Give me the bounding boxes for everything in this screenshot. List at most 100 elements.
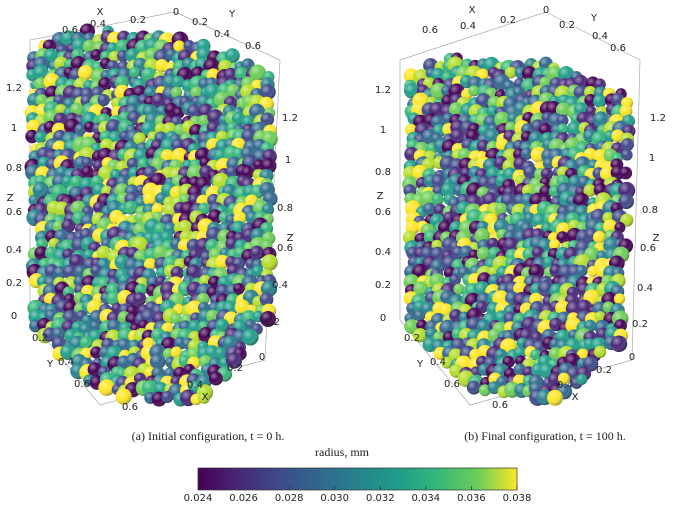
particle-shade	[576, 374, 587, 385]
axis-label: 1.2	[650, 113, 666, 124]
axis-label: Y	[228, 9, 236, 20]
axis-label: 0.6	[74, 379, 90, 390]
particle-shade	[80, 336, 93, 349]
colorbar-tick-label: 0.036	[457, 493, 486, 504]
axis-label: 0	[629, 352, 635, 363]
axis-label: 0	[259, 352, 265, 363]
axis-label: 0.4	[58, 357, 74, 368]
axis-label: Z	[7, 193, 14, 204]
axis-label: 0	[543, 5, 549, 16]
axis-label: 0.2	[632, 319, 648, 330]
particle-shade	[209, 372, 223, 386]
particle-shade	[467, 381, 481, 395]
particle-shade	[35, 131, 47, 143]
axis-label: 0.2	[192, 17, 208, 28]
axis-label: 0.2	[596, 365, 612, 376]
colorbar-tick-label: 0.032	[366, 493, 395, 504]
particle-shade	[432, 193, 444, 205]
axis-label: 0.2	[264, 317, 280, 328]
axis-label: 0.6	[444, 379, 460, 390]
particle-shade	[621, 149, 633, 161]
colorbar-tick-label: 0.034	[412, 493, 441, 504]
axis-label: Y	[416, 359, 424, 370]
axis-label: 0.6	[492, 400, 508, 411]
axis-label: X	[202, 392, 209, 403]
axis-label: 0.4	[375, 247, 391, 258]
axis-label: 0.2	[32, 333, 48, 344]
particle-shade	[414, 310, 426, 322]
axis-label: 0.4	[90, 19, 106, 30]
axis-label: 0.4	[6, 245, 22, 256]
particle-shade	[129, 67, 140, 78]
axis-label: X	[572, 392, 579, 403]
axis-label: 0.2	[375, 280, 391, 291]
axis-label: 0.4	[460, 21, 476, 32]
axis-label: 0.6	[277, 243, 293, 254]
axis-label: 1	[380, 125, 386, 136]
colorbar-tick-label: 0.038	[503, 493, 532, 504]
axis-label: 0.2	[404, 333, 420, 344]
particle-shade	[98, 94, 110, 106]
axis-label: 0.4	[187, 380, 203, 391]
caption: (a) Initial configuration, t = 0 h.	[132, 429, 285, 443]
axis-label: 1.2	[6, 83, 22, 94]
axis-label: 0.2	[559, 20, 575, 31]
axis-label: 0.2	[500, 15, 516, 26]
particle-shade	[242, 329, 259, 346]
axis-label: 0.6	[640, 243, 656, 254]
axis-label: 1	[649, 153, 655, 164]
axis-label: 1.2	[282, 113, 298, 124]
particle-shade	[161, 391, 173, 403]
axis-label: 1	[285, 155, 291, 166]
axis-label: 0.4	[272, 280, 288, 291]
particle-shade	[547, 390, 563, 406]
particle-shade	[619, 167, 632, 180]
particle-shade	[495, 203, 507, 215]
caption: (b) Final configuration, t = 100 h.	[464, 429, 625, 443]
axis-label: 0.6	[62, 25, 78, 36]
axis-label: 0.6	[245, 41, 261, 52]
axis-label: 0	[380, 313, 386, 324]
axis-label: 0.6	[610, 43, 626, 54]
axis-label: 0.8	[6, 163, 22, 174]
colorbar-tick-label: 0.028	[275, 493, 304, 504]
particle-shade	[250, 246, 264, 260]
axis-label: X	[469, 5, 476, 16]
axis-label: 0.4	[637, 283, 653, 294]
particle-shade	[233, 283, 244, 294]
particle-shade	[593, 94, 607, 108]
particles	[25, 23, 636, 406]
axis-label: 0.8	[375, 167, 391, 178]
colorbar-tick-label: 0.024	[184, 493, 213, 504]
axis-label: 0.8	[642, 205, 658, 216]
colorbar	[198, 468, 517, 490]
particle-shade	[614, 293, 625, 304]
axis-label: 0.6	[6, 207, 22, 218]
axis-label: 0	[11, 311, 17, 322]
particle-shade	[594, 346, 606, 358]
axis-label: 0.2	[227, 363, 243, 374]
colorbar-label: radius, mm	[315, 445, 370, 459]
axis-label: 0.6	[422, 25, 438, 36]
axis-label: 0.2	[130, 15, 146, 26]
axis-label: 1	[11, 123, 17, 134]
particle-shade	[611, 335, 628, 352]
colorbar-tick-label: 0.030	[320, 493, 349, 504]
axis-label: 0.4	[214, 29, 230, 40]
particle-shade	[576, 265, 588, 277]
axis-label: X	[97, 7, 104, 18]
particle-shade	[133, 292, 146, 305]
particle-shade	[261, 254, 277, 270]
axis-label: 0	[173, 7, 179, 18]
axis-label: 1.2	[375, 85, 391, 96]
axis-label: 0.6	[122, 402, 138, 413]
axis-label: 0.4	[557, 380, 573, 391]
axis-label: 0.4	[430, 357, 446, 368]
axis-label: Y	[590, 13, 598, 24]
axis-label: 0.8	[277, 203, 293, 214]
axis-label: 0.4	[592, 31, 608, 42]
axis-label: 0.2	[6, 278, 22, 289]
colorbar-tick-label: 0.026	[229, 493, 258, 504]
axis-label: Z	[377, 191, 384, 202]
